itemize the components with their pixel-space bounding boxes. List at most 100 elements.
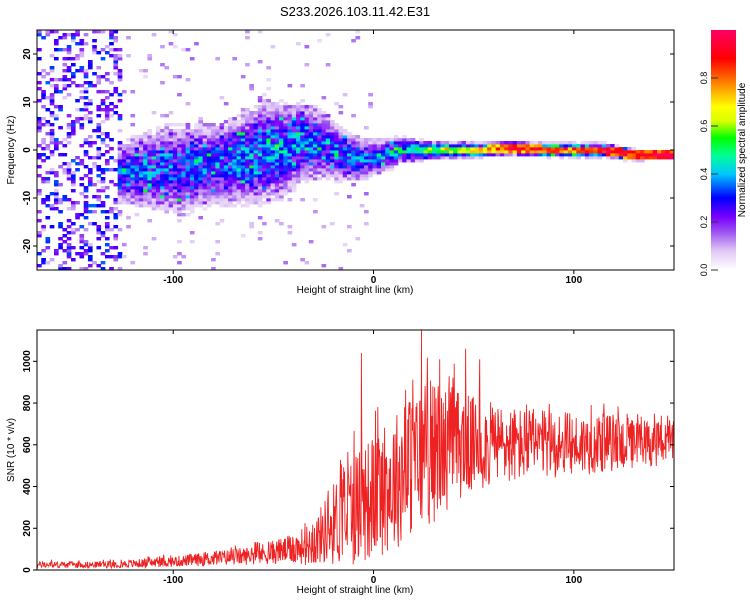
- spectrogram-cell: [160, 153, 165, 157]
- spectrogram-cell: [117, 48, 123, 52]
- spectrogram-cell: [317, 147, 322, 151]
- spectrogram-cell: [491, 150, 497, 154]
- spectrogram-cell: [372, 147, 378, 151]
- spectrogram-cell: [355, 177, 361, 181]
- spectrogram-cell: [440, 141, 446, 145]
- spectrogram-cell: [342, 132, 348, 136]
- spectrogram-cell: [321, 141, 327, 145]
- spectrogram-cell: [189, 165, 195, 169]
- spectrogram-cell: [155, 129, 161, 133]
- spectrogram-cell: [406, 153, 412, 157]
- spectrogram-cell: [380, 144, 386, 148]
- spectrogram-cell: [296, 144, 301, 148]
- spectrogram-cell: [189, 159, 195, 163]
- spectrogram-cell: [317, 111, 322, 115]
- spectrogram-cell: [593, 141, 598, 145]
- spectrogram-cell: [482, 153, 488, 157]
- spectrogram-cell: [342, 135, 348, 139]
- spectrogram-cell: [75, 30, 80, 34]
- spectrogram-cell: [436, 141, 441, 145]
- spectrogram-cell: [296, 102, 301, 106]
- spectrogram-cell: [134, 180, 140, 184]
- spectrogram-cell: [79, 66, 85, 70]
- spectrogram-cell: [177, 75, 182, 79]
- spectrogram-cell: [440, 150, 446, 154]
- spectrogram-cell: [185, 153, 191, 157]
- spectrogram-cell: [66, 219, 72, 223]
- spectrogram-cell: [41, 147, 46, 151]
- spectrogram-cell: [177, 186, 182, 190]
- spectrogram-cell: [283, 162, 288, 166]
- spectrogram-cell: [236, 120, 242, 124]
- spectrogram-cell: [589, 144, 594, 148]
- spectrogram-cell: [189, 150, 195, 154]
- spectrogram-cell: [448, 144, 454, 148]
- spectrogram-cell: [177, 198, 182, 202]
- spectrogram-cell: [160, 207, 165, 211]
- spectrogram-cell: [83, 216, 89, 220]
- spectrogram-cell: [359, 138, 365, 142]
- spectrogram-cell: [270, 183, 276, 187]
- spectrogram-cell: [287, 189, 293, 193]
- spectrogram-cell: [160, 195, 165, 199]
- spectrogram-cell: [291, 144, 297, 148]
- spectrogram-cell: [640, 150, 645, 154]
- spectrogram-cell: [164, 198, 170, 202]
- spectrogram-cell: [83, 204, 89, 208]
- spectrogram-cell: [559, 150, 564, 154]
- spectrogram-cell: [194, 183, 199, 187]
- spectrogram-cell: [96, 168, 102, 172]
- spectrogram-cell: [499, 141, 505, 145]
- spectrogram-cell: [482, 150, 488, 154]
- spectrogram-cell: [121, 183, 127, 187]
- spectrogram-cell: [262, 195, 267, 199]
- spectrogram-cell: [100, 201, 106, 205]
- spectrogram-cell: [436, 144, 441, 148]
- spectrogram-cell: [245, 117, 250, 121]
- spectrogram-cell: [96, 105, 102, 109]
- spectrogram-cell: [245, 132, 250, 136]
- spectrogram-cell: [270, 186, 276, 190]
- spectrogram-cell: [330, 165, 335, 169]
- spectrogram-cell: [347, 177, 352, 181]
- spectrogram-cell: [240, 117, 246, 121]
- spectrogram-cell: [228, 138, 233, 142]
- spectrogram-cell: [189, 135, 195, 139]
- spectrogram-cell: [58, 90, 63, 94]
- spectrogram-cell: [262, 186, 267, 190]
- spectrogram-cell: [138, 168, 144, 172]
- spectrogram-cells: [37, 30, 675, 271]
- spectrogram-cell: [117, 195, 123, 199]
- spectrogram-cell: [372, 165, 378, 169]
- spectrogram-cell: [121, 159, 127, 163]
- spectrogram-cell: [304, 165, 310, 169]
- spectrogram-cell: [87, 243, 93, 247]
- spectrogram-cell: [347, 156, 352, 160]
- spectrogram-cell: [245, 165, 250, 169]
- spectrogram-cell: [363, 153, 369, 157]
- spectrogram-cell: [194, 141, 199, 145]
- spectrogram-cell: [185, 132, 191, 136]
- spectrogram-cell: [300, 258, 305, 262]
- spectrogram-cell: [104, 150, 110, 154]
- spectrogram-cell: [109, 36, 114, 40]
- spectrogram-cell: [70, 180, 76, 184]
- spectrogram-cell: [546, 153, 552, 157]
- spectrogram-cell: [164, 141, 170, 145]
- spectrogram-cell: [253, 171, 259, 175]
- spectrogram-cell: [79, 39, 85, 43]
- spectrogram-cell: [223, 204, 229, 208]
- spectrogram-cell: [155, 138, 161, 142]
- spectrogram-cell: [160, 150, 165, 154]
- spectrogram-cell: [185, 207, 191, 211]
- spectrogram-cell: [559, 144, 564, 148]
- spectrogram-cell: [206, 183, 212, 187]
- spectrogram-cell: [334, 132, 339, 136]
- spectrogram-cell: [228, 201, 233, 205]
- spectrogram-cell: [194, 174, 199, 178]
- spectrogram-cell: [100, 234, 106, 238]
- spectrogram-cell: [49, 93, 55, 97]
- spectrogram-cell: [219, 201, 225, 205]
- spectrogram-cell: [330, 126, 335, 130]
- spectrogram-cell: [308, 174, 314, 178]
